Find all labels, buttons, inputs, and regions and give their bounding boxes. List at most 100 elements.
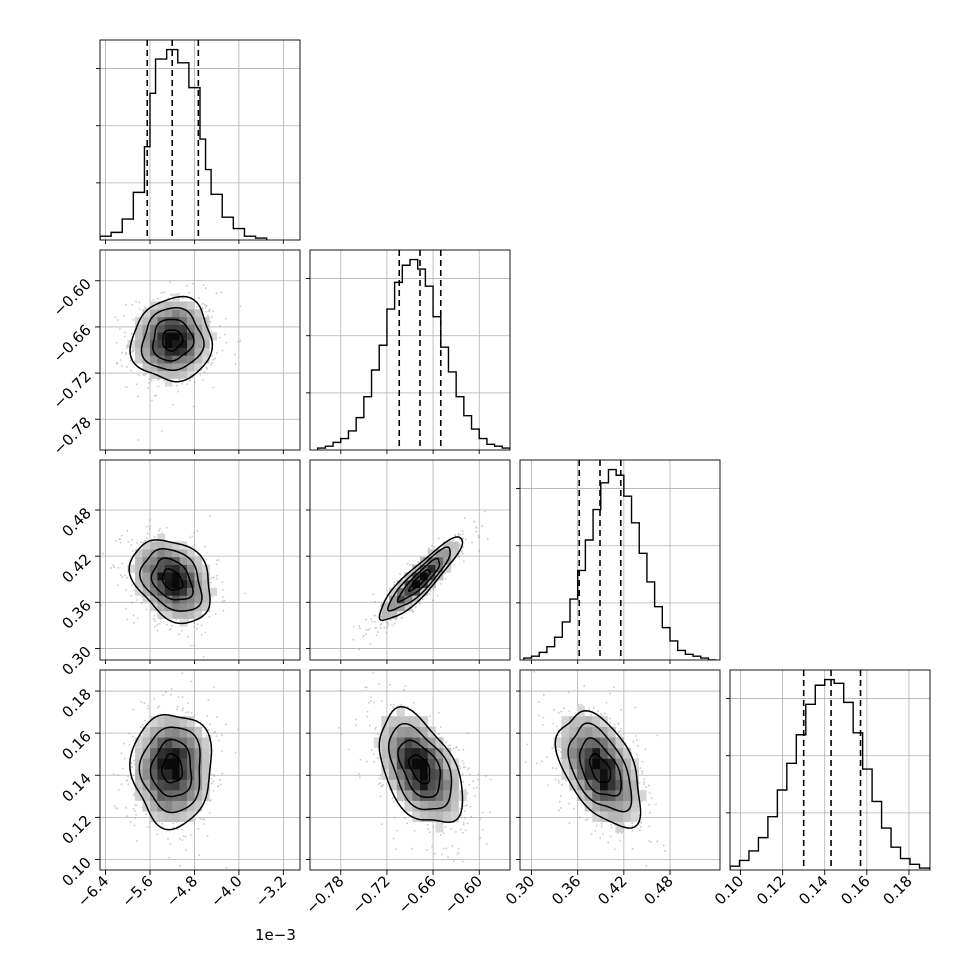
density-bin (201, 355, 210, 364)
density-bin (142, 758, 151, 770)
density-bin (623, 790, 632, 801)
density-bin (149, 549, 158, 558)
density-bin (209, 587, 218, 596)
density-bin (381, 716, 390, 728)
density-bin (615, 758, 624, 770)
density-bin (427, 779, 436, 791)
x-tick-label: 0.14 (795, 872, 831, 908)
density-bin (149, 800, 158, 812)
density-bin (164, 370, 173, 379)
density-bin (172, 549, 180, 558)
x-tick-label: −0.78 (302, 872, 347, 917)
density-bin (396, 737, 405, 749)
density-bin (396, 595, 405, 604)
density-bin (164, 779, 173, 791)
density-bin (592, 726, 601, 738)
density-bin (179, 790, 188, 801)
density-bin (561, 758, 570, 770)
density-bin (187, 603, 195, 612)
density-bin (172, 737, 180, 749)
density-bin (623, 758, 632, 770)
density-bin (396, 580, 405, 589)
density-bin (164, 332, 173, 341)
contour-line (152, 318, 195, 362)
contour-line (567, 722, 633, 813)
density-bin (157, 811, 166, 823)
density-bin (420, 726, 429, 738)
density-bin (149, 768, 158, 780)
density-bin (142, 355, 151, 364)
density-bin (164, 355, 173, 364)
density-bin (600, 811, 609, 823)
density-bin (149, 332, 158, 341)
density-bin (142, 324, 151, 333)
density-bin (187, 301, 195, 310)
density-bin (149, 309, 158, 318)
density-bin (149, 716, 158, 728)
density-bin (420, 737, 429, 749)
y-tick-label: 0.16 (58, 727, 94, 763)
density-bin (201, 572, 210, 581)
density-bin (149, 572, 158, 581)
density-bin (135, 587, 143, 596)
density-bin (396, 779, 405, 791)
density-bin (142, 580, 151, 589)
density-bin (615, 821, 624, 833)
density-bin (420, 790, 429, 801)
density-bin (607, 800, 616, 812)
density-bin (164, 716, 173, 728)
density-bin (187, 332, 195, 341)
x-tick-label: −0.66 (395, 872, 440, 917)
density-bin (157, 324, 166, 333)
hist-panel-2 (520, 460, 720, 660)
density-bin (135, 332, 143, 341)
density-bin (135, 580, 143, 589)
density-bin (450, 768, 459, 780)
density-bin (443, 790, 452, 801)
density-bin (420, 580, 429, 589)
contour-line (387, 722, 453, 811)
density-bin (135, 790, 143, 801)
density-bin (615, 768, 624, 780)
panel-frame (99, 669, 301, 871)
density-bin (420, 768, 429, 780)
density-bin (584, 747, 593, 759)
density-bin (561, 747, 570, 759)
density-bin (172, 541, 180, 550)
density-bin (396, 790, 405, 801)
density-bin (142, 347, 151, 356)
density-bin (164, 811, 173, 823)
density-bin (179, 556, 188, 565)
density-bin (172, 811, 180, 823)
density-bin (157, 533, 166, 542)
contour-line (588, 753, 612, 784)
density-bin (187, 610, 195, 619)
density-bin (164, 800, 173, 812)
density-panel-3-0 (100, 670, 300, 870)
y-tick-label: 0.18 (58, 685, 94, 721)
density-bin (412, 811, 421, 823)
contour-line (128, 539, 211, 625)
density-bin (443, 758, 452, 770)
density-bin (179, 324, 188, 333)
density-bin (194, 747, 203, 759)
density-bin (584, 790, 593, 801)
y-tick-label: −0.72 (50, 367, 95, 412)
y-tick-label: 0.42 (58, 550, 94, 586)
x-tick-label: −4.8 (163, 872, 201, 910)
density-bin (638, 790, 647, 801)
density-bin (194, 758, 203, 770)
density-bin (149, 779, 158, 791)
density-bin (201, 747, 210, 759)
density-bin (569, 726, 578, 738)
density-bin (172, 316, 180, 325)
y-tick-label: −0.60 (50, 275, 95, 320)
density-bin (157, 768, 166, 780)
density-bin (149, 355, 158, 364)
density-bin (179, 572, 188, 581)
contour-line (578, 737, 622, 797)
density-bin (157, 580, 166, 589)
density-bin (615, 811, 624, 823)
contour-line (554, 709, 642, 829)
density-bin (427, 747, 436, 759)
